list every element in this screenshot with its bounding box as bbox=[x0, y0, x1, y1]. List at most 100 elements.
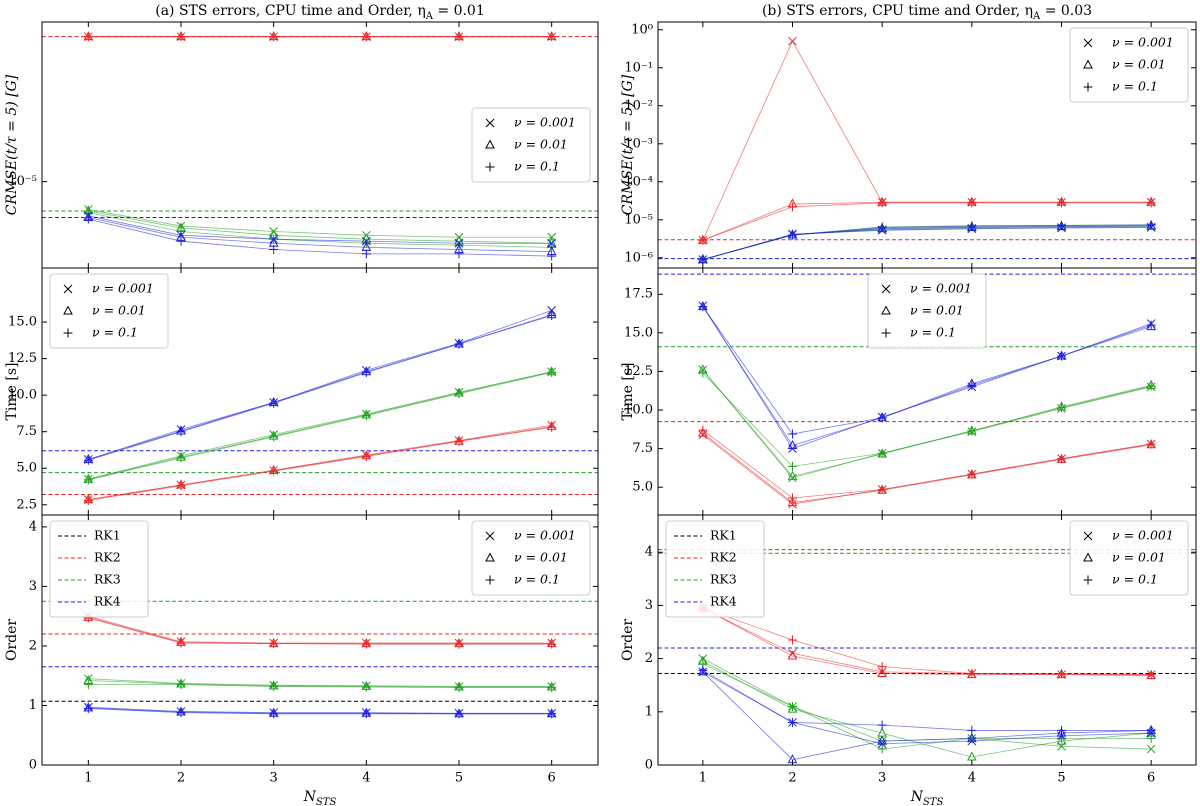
data-point bbox=[788, 493, 797, 503]
data-point bbox=[787, 650, 798, 660]
legend-label: ν = 0.001 bbox=[1112, 528, 1174, 543]
series-line bbox=[702, 202, 1152, 241]
data-point bbox=[269, 466, 279, 476]
legend-box bbox=[1069, 27, 1189, 103]
plot-area bbox=[42, 306, 598, 505]
text-part: = 0.01 bbox=[433, 3, 485, 19]
series-line bbox=[702, 227, 1152, 260]
data-point bbox=[1146, 320, 1156, 330]
series-line bbox=[702, 660, 1152, 758]
series-line bbox=[88, 678, 552, 687]
legend-marker bbox=[881, 305, 891, 315]
data-point bbox=[967, 725, 977, 735]
series-line bbox=[702, 671, 1152, 745]
legend-label: RK3 bbox=[94, 572, 121, 587]
data-point bbox=[176, 236, 186, 246]
data-point bbox=[454, 639, 464, 649]
data-point bbox=[788, 429, 797, 439]
legend-marker bbox=[485, 162, 495, 172]
data-point bbox=[83, 214, 93, 224]
data-point bbox=[1057, 198, 1066, 208]
y-tick-label: 0 bbox=[29, 758, 37, 773]
plot-area bbox=[42, 600, 598, 719]
y-tick-label: 10⁻³ bbox=[624, 136, 653, 151]
y-tick-label: 10⁻⁵ bbox=[624, 212, 653, 227]
y-tick-label: 10⁻² bbox=[624, 98, 653, 113]
data-point bbox=[877, 448, 887, 458]
data-point bbox=[269, 245, 279, 255]
series-line bbox=[702, 369, 1152, 479]
series-line bbox=[702, 607, 1152, 675]
text-part: (a) STS errors, CPU time and Order, η bbox=[155, 3, 425, 19]
y-tick-label: 17.5 bbox=[624, 287, 653, 302]
data-point bbox=[547, 251, 557, 261]
legend-marker bbox=[485, 118, 495, 128]
legend-box bbox=[1069, 520, 1189, 596]
text-part: (b) STS errors, CPU time and Order, η bbox=[762, 3, 1033, 19]
legend-marker bbox=[485, 139, 495, 149]
y-tick-label: 15.0 bbox=[624, 325, 653, 340]
data-point bbox=[1057, 351, 1066, 361]
data-point bbox=[361, 709, 371, 719]
series-line bbox=[702, 432, 1152, 504]
data-point bbox=[787, 439, 798, 450]
series-line bbox=[88, 616, 552, 644]
text-part: N bbox=[303, 789, 317, 805]
data-point bbox=[1056, 727, 1067, 737]
legend-label: ν = 0.01 bbox=[92, 303, 146, 318]
x-tick-label: 1 bbox=[84, 771, 92, 786]
data-point bbox=[176, 427, 186, 437]
series-line bbox=[88, 212, 552, 248]
data-point bbox=[454, 249, 464, 259]
series-line bbox=[702, 226, 1152, 260]
legend-label: ν = 0.001 bbox=[92, 281, 154, 296]
series-line bbox=[88, 680, 552, 688]
data-point bbox=[83, 495, 93, 505]
x-tick-label: 5 bbox=[455, 771, 463, 786]
data-point bbox=[176, 680, 186, 690]
y-tick-label: 3 bbox=[29, 579, 37, 594]
legend-label: ν = 0.1 bbox=[910, 325, 956, 340]
series-line bbox=[88, 315, 552, 461]
legend-box bbox=[665, 520, 765, 618]
data-point bbox=[967, 469, 977, 479]
data-point bbox=[967, 669, 977, 679]
data-point bbox=[269, 639, 279, 649]
legend-marker bbox=[63, 328, 73, 338]
data-point bbox=[966, 732, 977, 742]
legend-label: ν = 0.01 bbox=[1112, 550, 1166, 565]
series-line bbox=[88, 615, 552, 644]
data-point bbox=[877, 413, 887, 423]
data-point bbox=[269, 709, 279, 719]
data-point bbox=[176, 453, 186, 463]
data-point bbox=[788, 36, 797, 46]
legend-label: RK1 bbox=[94, 528, 121, 543]
data-point bbox=[1146, 439, 1156, 449]
data-point bbox=[547, 368, 557, 377]
series-line bbox=[702, 225, 1152, 260]
data-point bbox=[361, 32, 371, 42]
y-axis-label: Order bbox=[620, 619, 636, 661]
series-line bbox=[88, 310, 552, 460]
data-point bbox=[361, 411, 371, 421]
series-line bbox=[702, 224, 1152, 260]
data-point bbox=[788, 701, 797, 711]
legend-marker bbox=[63, 284, 73, 294]
y-tick-label: 3 bbox=[645, 598, 653, 613]
data-point bbox=[454, 238, 464, 248]
data-point bbox=[454, 436, 464, 446]
x-tick-label: 3 bbox=[270, 771, 278, 786]
data-point bbox=[877, 744, 887, 754]
data-point bbox=[788, 635, 797, 645]
series-line bbox=[702, 671, 1152, 761]
y-tick-label: 10⁻⁴ bbox=[624, 174, 653, 189]
data-point bbox=[967, 426, 977, 436]
legend-box bbox=[49, 273, 169, 349]
y-tick-label: 10⁻⁶ bbox=[624, 250, 653, 265]
data-point bbox=[1146, 220, 1156, 230]
data-point bbox=[361, 368, 371, 377]
data-point bbox=[877, 667, 888, 678]
y-tick-label: 10⁻⁵ bbox=[8, 174, 37, 189]
legend-box bbox=[867, 273, 987, 349]
x-tick-label: 2 bbox=[788, 771, 796, 786]
